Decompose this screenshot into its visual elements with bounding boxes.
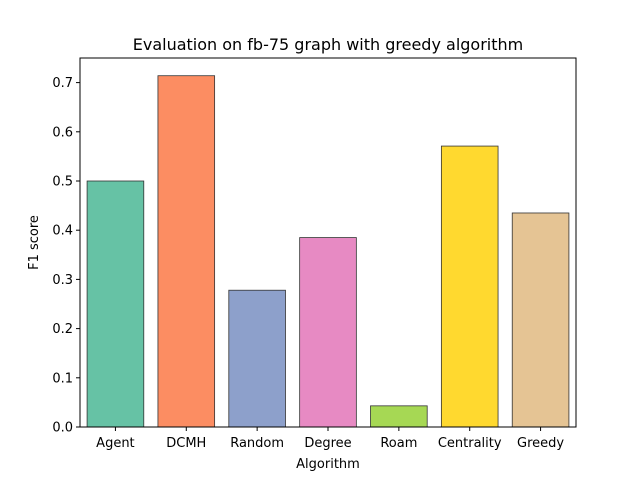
y-tick-label: 0.6 (52, 125, 73, 140)
y-axis: 0.0 0.1 0.2 0.3 0.4 0.5 0.6 0.7 (52, 76, 80, 436)
y-axis-label: F1 score (27, 215, 42, 270)
y-tick-label: 0.2 (52, 322, 73, 337)
x-tick-label-greedy: Greedy (517, 436, 564, 451)
bar-dcmh (157, 75, 216, 428)
x-tick-label-random: Random (230, 436, 284, 451)
y-tick-label: 0.5 (52, 175, 73, 190)
bar-roam (370, 405, 428, 428)
x-tick-label-degree: Degree (304, 436, 351, 451)
y-tick-label: 0.1 (52, 371, 73, 386)
bar-centrality (440, 145, 499, 428)
bar-greedy (511, 212, 570, 428)
x-tick-label-roam: Roam (380, 436, 417, 451)
y-tick-label: 0.3 (52, 273, 73, 288)
x-tick-label-centrality: Centrality (438, 436, 502, 451)
y-tick-label: 0.4 (52, 224, 73, 239)
x-axis-label: Algorithm (296, 457, 360, 472)
bar-random (228, 289, 286, 428)
x-tick-label-dcmh: DCMH (166, 436, 206, 451)
y-tick-label: 0.0 (52, 421, 73, 436)
x-tick-label-agent: Agent (96, 436, 134, 451)
bar-agent (86, 180, 145, 428)
bars-layer (86, 75, 570, 428)
x-axis: Agent DCMH Random Degree Roam Centrality Greed… (96, 427, 564, 451)
chart-title: Evaluation on fb-75 graph with greedy al… (133, 35, 523, 54)
y-tick-label: 0.7 (52, 76, 73, 91)
bar-degree (299, 237, 357, 428)
